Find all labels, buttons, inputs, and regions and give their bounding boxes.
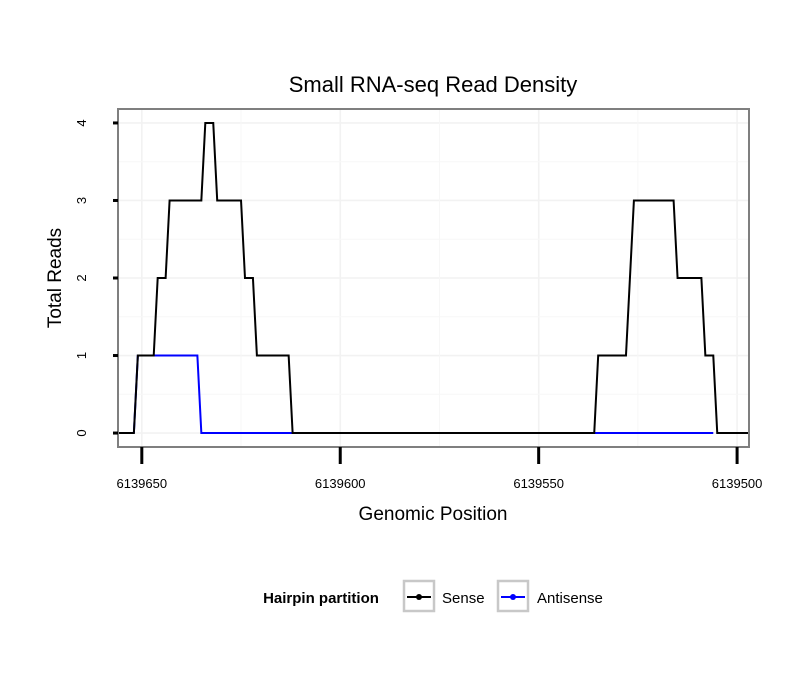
y-axis: 0 1 2 3 4	[74, 119, 118, 437]
legend-label-sense: Sense	[442, 590, 485, 607]
chart-title: Small RNA-seq Read Density	[289, 72, 578, 97]
y-axis-title: Total Reads	[45, 228, 66, 328]
y-tick-label-0: 0	[74, 429, 89, 436]
series-layer	[118, 121, 749, 435]
y-tick-label-3: 3	[74, 197, 89, 204]
legend-marker-antisense	[510, 594, 516, 600]
legend: Hairpin partition Sense Antisense	[263, 579, 603, 613]
legend-title: Hairpin partition	[263, 590, 379, 607]
grid	[118, 109, 749, 447]
legend-item-antisense: Antisense	[496, 579, 603, 613]
x-tick-label-0: 6139650	[116, 476, 167, 491]
legend-marker-sense	[416, 594, 422, 600]
x-tick-label-3: 6139500	[712, 476, 763, 491]
x-tick-label-1: 6139600	[315, 476, 366, 491]
x-tick-label-2: 6139550	[513, 476, 564, 491]
x-axis: 6139650 6139600 6139550 6139500	[116, 447, 762, 491]
y-tick-label-2: 2	[74, 274, 89, 281]
x-axis-title: Genomic Position	[359, 504, 508, 525]
legend-label-antisense: Antisense	[537, 590, 603, 607]
y-tick-label-1: 1	[74, 352, 89, 359]
series-line-sense	[118, 121, 749, 435]
legend-item-sense: Sense	[402, 579, 485, 613]
y-tick-label-4: 4	[74, 119, 89, 126]
